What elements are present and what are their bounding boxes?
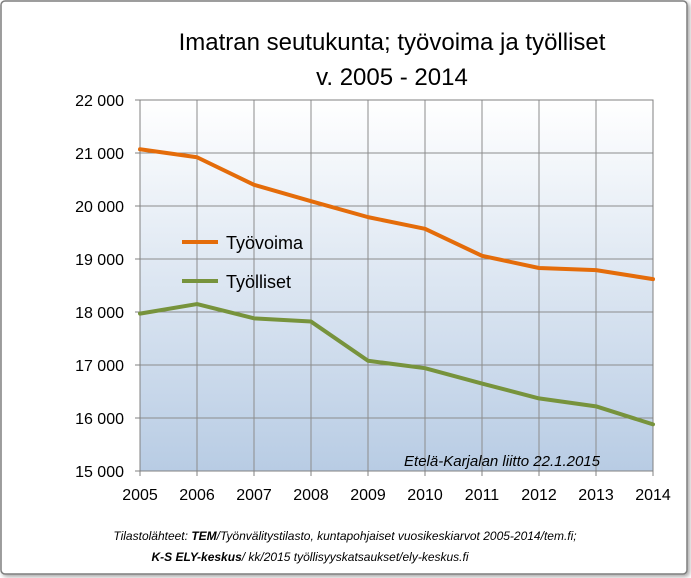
y-axis-ticks: 15 000 16 000 17 000 18 000 19 000 20 000 21 0… [75,93,140,481]
legend-label-tyolliset: Työlliset [226,272,291,292]
x-tick-label-8: 2013 [578,487,614,504]
y-tick-label-0: 15 000 [75,464,124,481]
legend: Työvoima Työlliset [182,233,304,292]
x-tick-label-2: 2007 [236,487,272,504]
plot-area [140,100,653,471]
x-tick-label-3: 2008 [293,487,329,504]
x-tick-label-6: 2011 [465,487,500,504]
series-line-1 [138,302,655,427]
x-tick-label-5: 2010 [407,487,443,504]
y-tick-label-4: 19 000 [75,252,124,269]
x-tick-label-1: 2006 [179,487,215,504]
plot-area-border [139,99,654,472]
chart-annotation: Etelä-Karjalan liitto 22.1.2015 [404,453,601,470]
source-ely-rest: / kk/2015 työllisyyskatsaukset/ely-kesku… [241,550,469,564]
y-tick-label-2: 17 000 [75,358,124,375]
y-tick-label-6: 21 000 [75,146,124,163]
source-ely: K-S ELY-keskus [151,550,242,564]
source-tem: TEM [191,529,217,543]
x-tick-label-4: 2009 [350,487,386,504]
x-axis-ticks: 2005 2006 2007 2008 2009 2010 2011 2012 2013 2014 [122,471,671,504]
chart-title-line2: v. 2005 - 2014 [316,64,468,91]
x-tick-label-9: 2014 [635,487,671,504]
chart-title-line1: Imatran seutukunta; työvoima ja työllise… [179,29,606,56]
legend-label-tyovoima: Työvoima [226,233,304,253]
y-tick-label-3: 18 000 [75,305,124,322]
source-tem-rest: /Työnvälitystilasto, kuntapohjaiset vuos… [216,529,577,543]
y-tick-label-5: 20 000 [75,199,124,216]
y-tick-label-1: 16 000 [75,411,124,428]
source-prefix: Tilastolähteet: [113,529,191,543]
source-line-2: K-S ELY-keskus/ kk/2015 työllisyyskatsau… [151,550,468,564]
source-line-1: Tilastolähteet: TEM/Työnvälitystilasto, … [113,529,576,543]
x-tick-label-7: 2012 [521,487,557,504]
x-tick-label-0: 2005 [122,487,158,504]
series-line-0 [138,147,655,282]
series-lines [138,147,655,427]
y-tick-label-7: 22 000 [75,93,124,110]
